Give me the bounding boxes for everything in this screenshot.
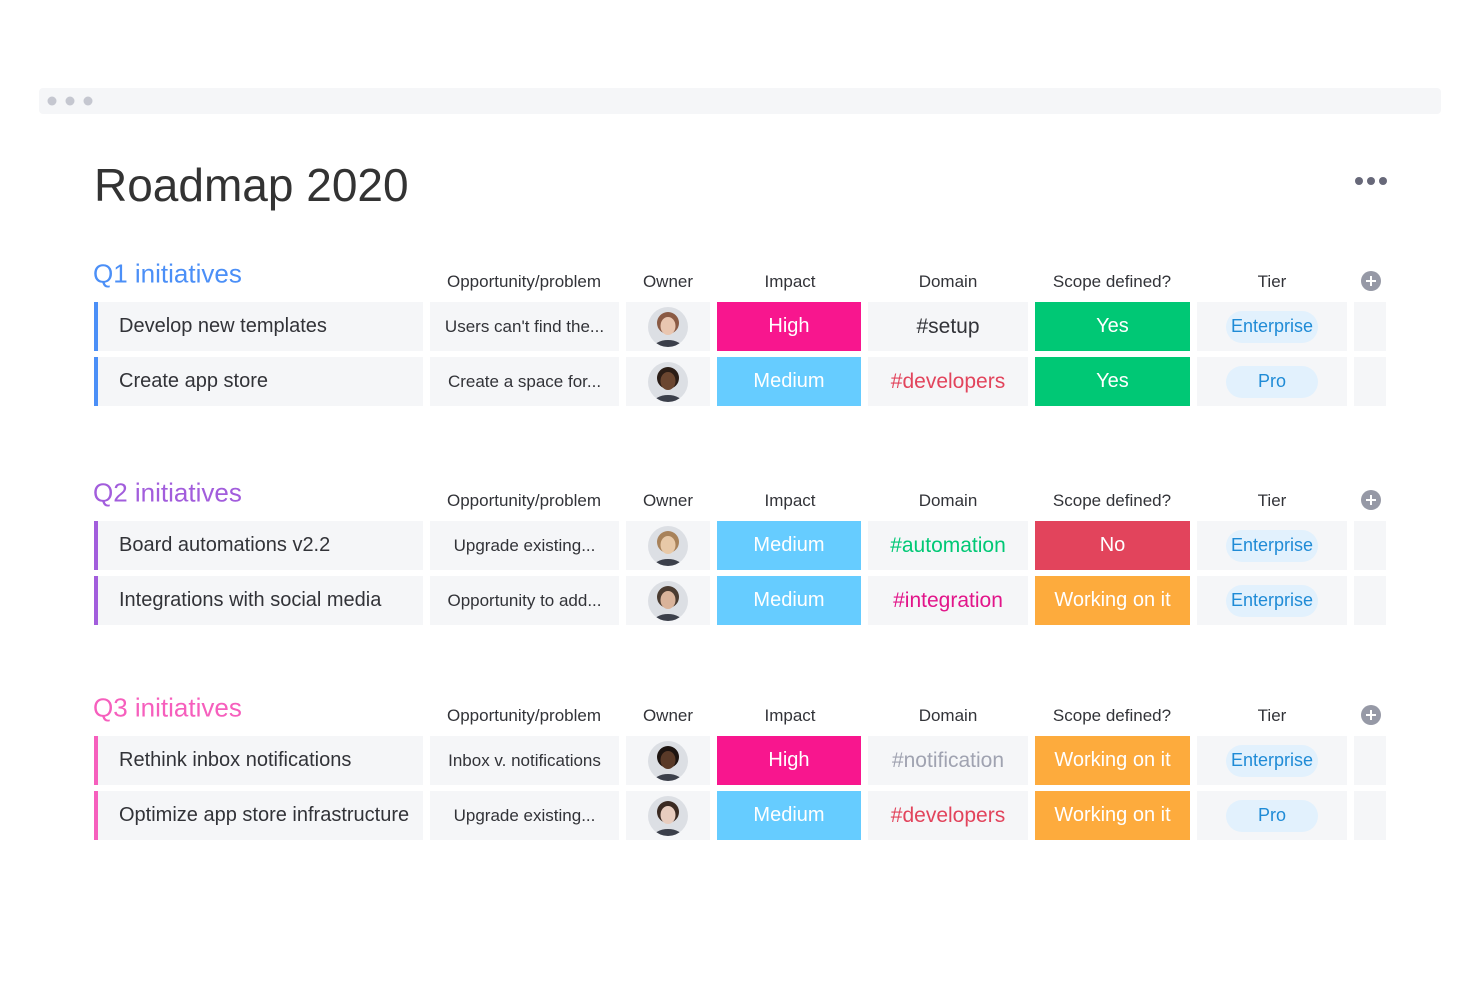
tier-cell[interactable]: Enterprise [1197,576,1347,625]
item-name[interactable]: Rethink inbox notifications [94,736,423,785]
scope-status[interactable]: Working on it [1035,791,1190,840]
column-header: Opportunity/problem [446,272,602,291]
domain-tag[interactable]: #integration [868,576,1028,625]
window-bar [39,88,1441,114]
owner-cell[interactable] [626,302,710,351]
empty-cell [1354,357,1386,406]
owner-avatar[interactable] [648,580,688,621]
tier-cell[interactable]: Enterprise [1197,521,1347,570]
opportunity-cell[interactable]: Create a space for... [430,357,619,406]
column-header: Owner [642,491,694,510]
column-header: Tier [1257,706,1287,725]
column-header: Tier [1257,272,1287,291]
owner-cell[interactable] [626,357,710,406]
owner-cell[interactable] [626,791,710,840]
owner-avatar[interactable] [648,361,688,402]
add-column[interactable] [1360,489,1382,511]
add-column[interactable] [1360,704,1382,726]
impact-status[interactable]: High [717,736,861,785]
column-header: Owner [642,706,694,725]
item-name[interactable]: Integrations with social media [94,576,423,625]
column-header: Impact [764,272,816,291]
column-header: Opportunity/problem [446,706,602,725]
window-dots [47,96,93,106]
opportunity-cell[interactable]: Users can't find the... [430,302,619,351]
column-header: Scope defined? [1052,706,1172,725]
domain-tag[interactable]: #setup [868,302,1028,351]
empty-cell [1354,302,1386,351]
domain-tag[interactable]: #notification [868,736,1028,785]
empty-cell [1354,736,1386,785]
board-title: Roadmap 2020 [94,159,409,211]
more-menu[interactable] [1354,175,1388,187]
group-title: Q2 initiatives [93,477,242,508]
empty-cell [1354,576,1386,625]
impact-status[interactable]: Medium [717,576,861,625]
scope-status[interactable]: Yes [1035,357,1190,406]
owner-cell[interactable] [626,576,710,625]
tier-cell[interactable]: Enterprise [1197,736,1347,785]
impact-status[interactable]: Medium [717,357,861,406]
column-header: Tier [1257,491,1287,510]
empty-cell [1354,521,1386,570]
item-name[interactable]: Develop new templates [94,302,423,351]
owner-avatar[interactable] [648,525,688,566]
group-title: Q1 initiatives [93,258,242,289]
column-header: Domain [918,706,978,725]
column-header: Impact [764,491,816,510]
tier-cell[interactable]: Enterprise [1197,302,1347,351]
column-header: Impact [764,706,816,725]
domain-tag[interactable]: #developers [868,357,1028,406]
tier-pill[interactable]: Enterprise [1226,584,1318,617]
tier-pill[interactable]: Enterprise [1226,744,1318,777]
column-header: Domain [918,272,978,291]
item-name[interactable]: Optimize app store infrastructure [94,791,423,840]
item-name[interactable]: Create app store [94,357,423,406]
opportunity-cell[interactable]: Upgrade existing... [430,521,619,570]
impact-status[interactable]: Medium [717,791,861,840]
domain-tag[interactable]: #automation [868,521,1028,570]
column-header: Scope defined? [1052,491,1172,510]
column-header: Scope defined? [1052,272,1172,291]
tier-cell[interactable]: Pro [1197,791,1347,840]
scope-status[interactable]: Yes [1035,302,1190,351]
opportunity-cell[interactable]: Upgrade existing... [430,791,619,840]
scope-status[interactable]: Working on it [1035,736,1190,785]
column-header: Domain [918,491,978,510]
scope-status[interactable]: Working on it [1035,576,1190,625]
empty-cell [1354,791,1386,840]
tier-pill[interactable]: Enterprise [1226,310,1318,343]
group-title: Q3 initiatives [93,692,242,723]
opportunity-cell[interactable]: Opportunity to add... [430,576,619,625]
column-header: Owner [642,272,694,291]
domain-tag[interactable]: #developers [868,791,1028,840]
impact-status[interactable]: Medium [717,521,861,570]
tier-pill[interactable]: Pro [1226,365,1318,398]
item-name[interactable]: Board automations v2.2 [94,521,423,570]
tier-pill[interactable]: Enterprise [1226,529,1318,562]
column-header: Opportunity/problem [446,491,602,510]
owner-avatar[interactable] [648,740,688,781]
scope-status[interactable]: No [1035,521,1190,570]
impact-status[interactable]: High [717,302,861,351]
tier-pill[interactable]: Pro [1226,799,1318,832]
owner-avatar[interactable] [648,306,688,347]
owner-avatar[interactable] [648,795,688,836]
opportunity-cell[interactable]: Inbox v. notifications [430,736,619,785]
owner-cell[interactable] [626,521,710,570]
owner-cell[interactable] [626,736,710,785]
tier-cell[interactable]: Pro [1197,357,1347,406]
add-column[interactable] [1360,270,1382,292]
